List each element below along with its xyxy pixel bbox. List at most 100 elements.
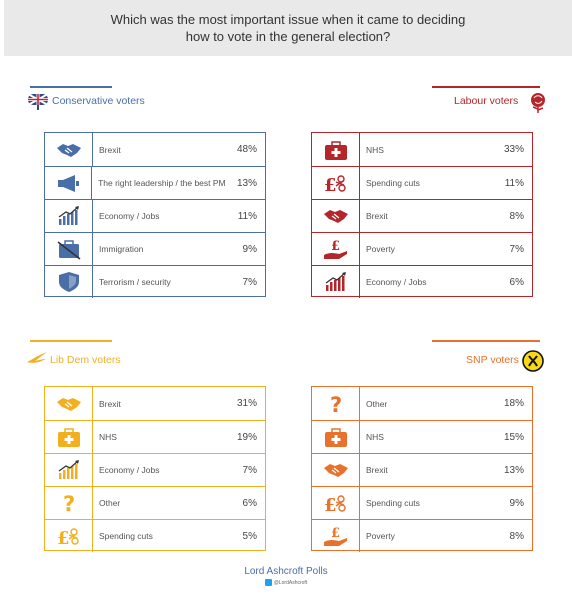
labour-panel-title: Labour voters	[454, 95, 519, 107]
question-icon: ?	[330, 393, 342, 415]
conservative-logo-wrap	[27, 93, 49, 115]
issue-label: The right leadership / the best PM	[98, 178, 226, 188]
svg-text:£: £	[324, 495, 337, 514]
medical-case-icon	[324, 140, 347, 160]
table-row: £ Spending cuts 9%	[312, 486, 532, 519]
table-row: Brexit 48%	[45, 133, 265, 166]
twitter-handle[interactable]: @LordAshcroft	[0, 579, 572, 586]
table-row: ? Other 6%	[45, 486, 265, 519]
issue-icon-cell	[45, 266, 93, 298]
union-jack-tree-logo	[27, 93, 49, 110]
issue-percentage: 7%	[242, 276, 257, 288]
table-row: NHS 15%	[312, 420, 532, 453]
table-row: Terrorism / security 7%	[45, 265, 265, 298]
issue-label: NHS	[366, 144, 384, 155]
issue-icon-cell: ?	[312, 387, 360, 420]
question-header: Which was the most important issue when …	[4, 0, 572, 56]
pound-scissors-icon: £	[324, 175, 346, 194]
table-row: £ Spending cuts 11%	[312, 166, 532, 199]
issue-label: Poverty	[366, 244, 395, 254]
issue-label: Immigration	[99, 244, 144, 254]
issue-icon-cell	[45, 133, 93, 166]
libdem-logo-wrap	[26, 350, 48, 371]
issue-icon-cell	[312, 454, 360, 486]
issue-percentage: 6%	[509, 276, 524, 288]
snp-panel-title: SNP voters	[466, 354, 519, 366]
issue-icon-cell	[312, 133, 360, 166]
svg-text:£: £	[324, 175, 337, 194]
issue-percentage: 9%	[242, 243, 257, 255]
growth-chart-icon	[325, 272, 346, 291]
snp-logo	[522, 350, 544, 372]
twitter-handle-text: @LordAshcroft	[273, 579, 308, 586]
issue-icon-cell: ?	[45, 487, 93, 519]
issue-label: Spending cuts	[366, 178, 420, 188]
table-row: Economy / Jobs 11%	[45, 199, 265, 232]
issue-icon-cell	[45, 421, 93, 453]
handshake-icon	[56, 143, 81, 157]
issue-percentage: 7%	[509, 243, 524, 255]
table-row: ? Other 18%	[312, 387, 532, 420]
issue-label: Poverty	[366, 531, 395, 541]
labour-rose-logo	[531, 93, 545, 113]
svg-text:£: £	[57, 528, 70, 547]
twitter-icon	[264, 579, 272, 586]
table-row: Brexit 13%	[312, 453, 532, 486]
issue-percentage: 11%	[237, 210, 257, 222]
labour-heading-rule	[432, 86, 540, 88]
table-row: Immigration 9%	[45, 232, 265, 265]
issue-percentage: 33%	[503, 144, 524, 155]
medical-case-icon	[324, 428, 347, 447]
issue-label: Brexit	[366, 211, 388, 221]
footer: Lord Ashcroft Polls @LordAshcroft	[0, 566, 572, 586]
issue-label: Economy / Jobs	[366, 277, 427, 287]
issue-icon-cell: £	[312, 487, 360, 519]
issue-label: Economy / Jobs	[99, 211, 160, 221]
issue-label: Terrorism / security	[99, 277, 171, 287]
issue-label: Brexit	[366, 465, 388, 475]
issue-icon-cell: £	[312, 167, 360, 199]
question-line-1: Which was the most important issue when …	[110, 12, 466, 27]
issue-percentage: 11%	[504, 177, 524, 189]
snp-logo-wrap	[522, 350, 544, 377]
issue-percentage: 15%	[503, 431, 524, 443]
growth-chart-icon	[58, 206, 79, 225]
svg-text:£: £	[331, 239, 340, 254]
table-row: £ Poverty 7%	[312, 232, 532, 265]
issue-percentage: 9%	[509, 497, 524, 509]
question-icon: ?	[63, 492, 75, 514]
issue-label: Brexit	[99, 144, 121, 155]
issue-icon-cell	[45, 387, 93, 420]
issue-icon-cell	[45, 454, 93, 486]
libdem-heading-rule	[30, 340, 112, 342]
table-row: Brexit 31%	[45, 387, 265, 420]
issue-icon-cell	[45, 167, 93, 199]
labour-logo-wrap	[526, 91, 550, 118]
svg-text:?: ?	[63, 492, 75, 514]
conservative-issues-table: Brexit 48% The right leadership / the bes…	[44, 132, 266, 298]
table-row: NHS 33%	[312, 133, 532, 166]
conservative-heading-rule	[30, 86, 112, 88]
svg-text:£: £	[331, 526, 340, 541]
pound-hand-icon: £	[323, 526, 347, 546]
issue-icon-cell	[312, 200, 360, 232]
pound-scissors-icon: £	[57, 528, 79, 547]
handshake-icon	[323, 464, 348, 477]
issue-label: Spending cuts	[366, 498, 420, 508]
svg-text:?: ?	[330, 393, 342, 415]
handshake-icon	[323, 210, 348, 223]
question-line-2: how to vote in the general election?	[185, 29, 391, 44]
issue-percentage: 31%	[236, 398, 257, 409]
suitcase-icon	[57, 240, 80, 260]
handshake-icon	[56, 397, 81, 411]
issue-percentage: 5%	[242, 530, 257, 542]
conservative-panel-title: Conservative voters	[52, 95, 145, 107]
issue-percentage: 48%	[236, 144, 257, 155]
issue-percentage: 19%	[236, 431, 257, 443]
issue-icon-cell	[312, 421, 360, 453]
shield-icon	[58, 272, 79, 292]
issue-percentage: 18%	[503, 398, 524, 409]
issue-percentage: 13%	[236, 177, 257, 189]
table-row: Economy / Jobs 7%	[45, 453, 265, 486]
table-row: £ Spending cuts 5%	[45, 519, 265, 552]
